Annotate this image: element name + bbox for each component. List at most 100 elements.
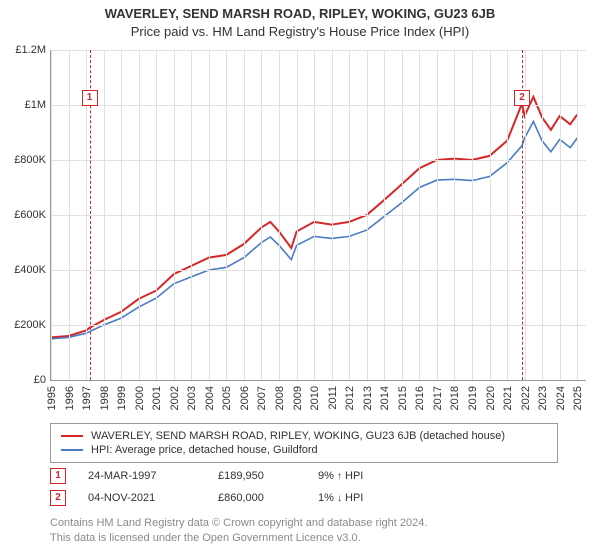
data-point-date: 24-MAR-1997 bbox=[88, 470, 218, 482]
gridline-v bbox=[261, 50, 262, 380]
chart-container: WAVERLEY, SEND MARSH ROAD, RIPLEY, WOKIN… bbox=[0, 0, 600, 560]
data-point-marker: 2 bbox=[50, 490, 66, 506]
plot-area: 12 bbox=[50, 50, 586, 381]
data-point-delta: 9% ↑ HPI bbox=[318, 470, 408, 482]
y-tick-label: £1M bbox=[25, 99, 46, 111]
gridline-v bbox=[104, 50, 105, 380]
gridline-v bbox=[384, 50, 385, 380]
x-tick-label: 2017 bbox=[432, 386, 444, 410]
gridline-v bbox=[244, 50, 245, 380]
legend-label: HPI: Average price, detached house, Guil… bbox=[91, 444, 318, 456]
x-tick-label: 2008 bbox=[274, 386, 286, 410]
data-point-row: 1 24-MAR-1997£189,9509% ↑ HPI bbox=[50, 468, 408, 484]
title-block: WAVERLEY, SEND MARSH ROAD, RIPLEY, WOKIN… bbox=[0, 0, 600, 39]
gridline-v bbox=[156, 50, 157, 380]
data-point-marker: 1 bbox=[50, 468, 66, 484]
marker-box-2: 2 bbox=[514, 90, 530, 106]
chart-subtitle: Price paid vs. HM Land Registry's House … bbox=[0, 24, 600, 39]
gridline-v bbox=[297, 50, 298, 380]
legend-swatch bbox=[61, 435, 83, 437]
gridline-v bbox=[560, 50, 561, 380]
gridline-v bbox=[437, 50, 438, 380]
gridline-h bbox=[51, 105, 586, 106]
gridline-v bbox=[402, 50, 403, 380]
gridline-v bbox=[490, 50, 491, 380]
gridline-v bbox=[349, 50, 350, 380]
x-tick-label: 2015 bbox=[397, 386, 409, 410]
x-tick-label: 2019 bbox=[467, 386, 479, 410]
y-tick-label: £400K bbox=[14, 264, 46, 276]
data-point-date: 04-NOV-2021 bbox=[88, 492, 218, 504]
gridline-v bbox=[226, 50, 227, 380]
x-tick-label: 2018 bbox=[449, 386, 461, 410]
x-tick-label: 2022 bbox=[520, 386, 532, 410]
gridline-h bbox=[51, 215, 586, 216]
gridline-v bbox=[367, 50, 368, 380]
x-tick-label: 2021 bbox=[502, 386, 514, 410]
data-point-price: £860,000 bbox=[218, 492, 318, 504]
gridline-h bbox=[51, 160, 586, 161]
x-tick-label: 2012 bbox=[344, 386, 356, 410]
data-point-table: 1 24-MAR-1997£189,9509% ↑ HPI 2 04-NOV-2021… bbox=[50, 468, 408, 512]
x-tick-label: 2013 bbox=[362, 386, 374, 410]
gridline-v bbox=[121, 50, 122, 380]
data-point-delta: 1% ↓ HPI bbox=[318, 492, 408, 504]
data-point-row: 2 04-NOV-2021£860,0001% ↓ HPI bbox=[50, 490, 408, 506]
gridline-v bbox=[507, 50, 508, 380]
y-tick-label: £600K bbox=[14, 209, 46, 221]
chart-title: WAVERLEY, SEND MARSH ROAD, RIPLEY, WOKIN… bbox=[0, 6, 600, 21]
x-tick-label: 2000 bbox=[134, 386, 146, 410]
gridline-v bbox=[174, 50, 175, 380]
footnote: Contains HM Land Registry data © Crown c… bbox=[50, 516, 427, 546]
x-tick-label: 1995 bbox=[46, 386, 58, 410]
legend-item: WAVERLEY, SEND MARSH ROAD, RIPLEY, WOKIN… bbox=[61, 429, 547, 443]
gridline-v bbox=[209, 50, 210, 380]
gridline-v bbox=[332, 50, 333, 380]
x-tick-label: 1997 bbox=[81, 386, 93, 410]
gridline-v bbox=[191, 50, 192, 380]
x-tick-label: 2016 bbox=[414, 386, 426, 410]
x-tick-label: 2024 bbox=[555, 386, 567, 410]
x-tick-label: 2011 bbox=[327, 386, 339, 410]
x-tick-label: 2006 bbox=[239, 386, 251, 410]
gridline-v bbox=[454, 50, 455, 380]
x-tick-label: 2004 bbox=[204, 386, 216, 410]
x-tick-label: 1996 bbox=[64, 386, 76, 410]
gridline-h bbox=[51, 50, 586, 51]
x-tick-label: 2025 bbox=[572, 386, 584, 410]
x-tick-label: 2010 bbox=[309, 386, 321, 410]
gridline-v bbox=[139, 50, 140, 380]
legend-swatch bbox=[61, 449, 83, 451]
x-tick-label: 1999 bbox=[116, 386, 128, 410]
gridline-v bbox=[314, 50, 315, 380]
gridline-v bbox=[51, 50, 52, 380]
gridline-v bbox=[542, 50, 543, 380]
gridline-v bbox=[419, 50, 420, 380]
x-tick-label: 2003 bbox=[186, 386, 198, 410]
legend: WAVERLEY, SEND MARSH ROAD, RIPLEY, WOKIN… bbox=[50, 423, 558, 463]
footnote-line-1: Contains HM Land Registry data © Crown c… bbox=[50, 516, 427, 531]
gridline-v bbox=[69, 50, 70, 380]
footnote-line-2: This data is licensed under the Open Gov… bbox=[50, 531, 427, 546]
y-tick-label: £800K bbox=[14, 154, 46, 166]
gridline-v bbox=[577, 50, 578, 380]
x-tick-label: 2020 bbox=[485, 386, 497, 410]
gridline-v bbox=[472, 50, 473, 380]
legend-label: WAVERLEY, SEND MARSH ROAD, RIPLEY, WOKIN… bbox=[91, 430, 505, 442]
gridline-h bbox=[51, 325, 586, 326]
y-tick-label: £0 bbox=[34, 374, 46, 386]
marker-box-1: 1 bbox=[82, 90, 98, 106]
x-tick-label: 2014 bbox=[379, 386, 391, 410]
x-tick-label: 1998 bbox=[99, 386, 111, 410]
x-tick-label: 2005 bbox=[221, 386, 233, 410]
x-tick-label: 2001 bbox=[151, 386, 163, 410]
x-tick-label: 2023 bbox=[537, 386, 549, 410]
gridline-h bbox=[51, 270, 586, 271]
x-tick-label: 2009 bbox=[292, 386, 304, 410]
x-tick-label: 2007 bbox=[256, 386, 268, 410]
legend-item: HPI: Average price, detached house, Guil… bbox=[61, 443, 547, 457]
data-point-price: £189,950 bbox=[218, 470, 318, 482]
y-tick-label: £1.2M bbox=[15, 44, 46, 56]
y-tick-label: £200K bbox=[14, 319, 46, 331]
x-tick-label: 2002 bbox=[169, 386, 181, 410]
